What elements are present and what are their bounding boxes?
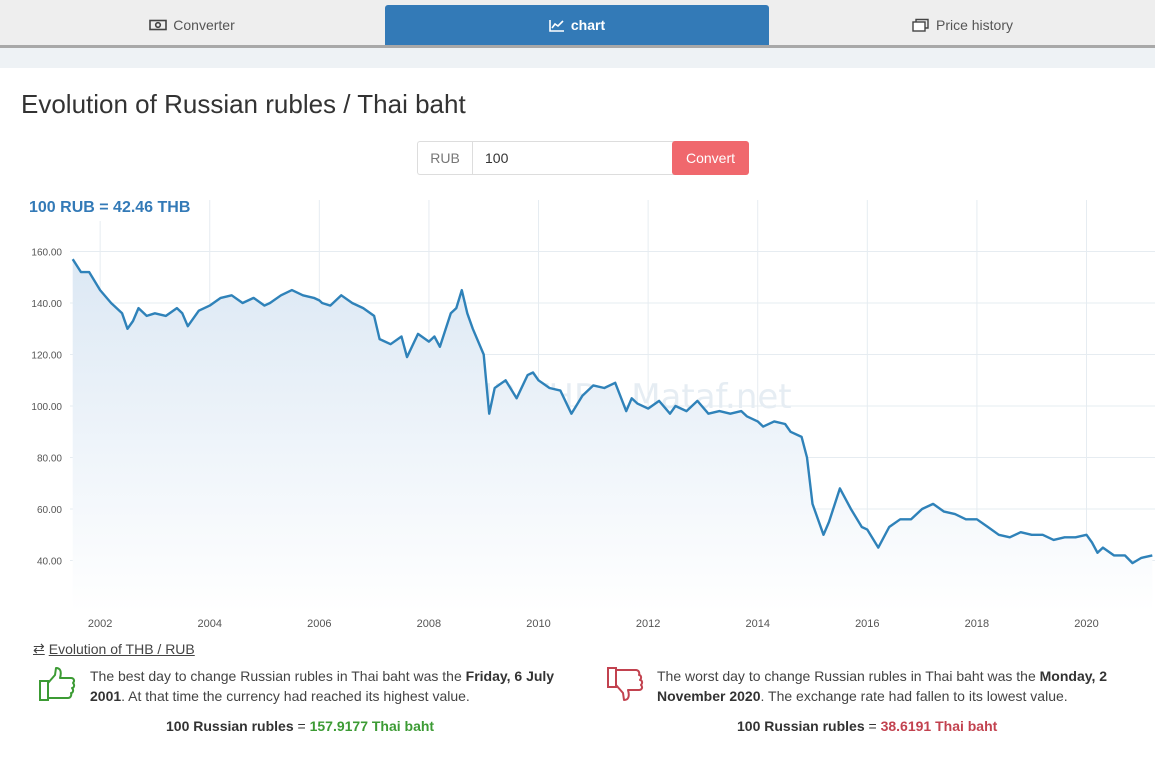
x-tick-label: 2010: [526, 618, 550, 630]
y-tick-label: 160.00: [31, 248, 62, 259]
exchange-rate-chart: RUB/THB - Mataf.net 40.0060.0080.00100.0…: [31, 200, 1155, 630]
y-axis-labels: 40.00 60.00 80.00 100.00 120.00 140.00 160.00: [31, 248, 62, 568]
x-tick-label: 2002: [88, 618, 112, 630]
y-tick-label: 60.00: [37, 505, 62, 516]
chart-series-line: [71, 258, 1153, 565]
thumbs-up-icon: [39, 667, 76, 701]
stacked-cards-icon: [912, 18, 929, 32]
banknote-icon: [149, 19, 168, 31]
y-tick-label: 120.00: [31, 351, 62, 362]
x-tick-label: 2018: [965, 618, 989, 630]
currency-code: RUB: [417, 141, 472, 175]
tab-bar: Converter chart Price history: [0, 0, 1155, 48]
worst-result-left: 100 Russian rubles: [737, 718, 865, 734]
header-strip: [0, 48, 1155, 68]
tab-converter-label: Converter: [173, 17, 235, 33]
x-tick-label: 2006: [307, 618, 331, 630]
x-tick-label: 2004: [197, 618, 221, 630]
chart-area-fill: [72, 259, 1153, 612]
best-day-result: 100 Russian rubles = 157.9177 Thai baht: [166, 718, 434, 734]
amount-input[interactable]: [472, 141, 678, 175]
worst-day-text: The worst day to change Russian rubles i…: [657, 666, 1127, 706]
convert-button[interactable]: Convert: [672, 141, 749, 175]
worst-day-result: 100 Russian rubles = 38.6191 Thai baht: [737, 718, 997, 734]
worst-day-date: Monday, 2 November 2020: [657, 668, 1108, 704]
y-tick-label: 100.00: [31, 402, 62, 413]
y-tick-label: 40.00: [37, 557, 62, 568]
best-result-left: 100 Russian rubles: [166, 718, 294, 734]
tab-price-history-label: Price history: [935, 17, 1014, 33]
best-day-prefix: The best day to change Russian rubles in…: [90, 668, 466, 684]
x-tick-label: 2012: [636, 618, 660, 630]
line-chart-icon: [549, 19, 564, 32]
best-day-text: The best day to change Russian rubles in…: [90, 666, 560, 706]
x-tick-label: 2020: [1074, 618, 1098, 630]
x-tick-label: 2016: [855, 618, 879, 630]
x-tick-label: 2008: [417, 618, 441, 630]
x-axis-labels: 2002 2004 2006 2008 2010 2012 2014 2016 2018 2020: [88, 618, 1099, 630]
worst-result-eq: =: [864, 718, 881, 734]
best-result-value: 157.9177 Thai baht: [309, 718, 435, 734]
y-tick-label: 80.00: [37, 454, 62, 465]
tab-chart[interactable]: chart: [385, 5, 769, 45]
tab-chart-label: chart: [570, 17, 606, 33]
rate-label: 100 RUB = 42.46 THB: [18, 195, 198, 221]
x-tick-label: 2014: [745, 618, 769, 630]
worst-day-prefix: The worst day to change Russian rubles i…: [657, 668, 1040, 684]
reverse-pair-link-label: Evolution of THB / RUB: [48, 640, 195, 657]
best-day-suffix: . At that time the currency had reached …: [121, 688, 470, 704]
worst-day-suffix: . The exchange rate had fallen to its lo…: [760, 688, 1068, 704]
best-result-eq: =: [293, 718, 310, 734]
thumbs-down-icon: [607, 667, 644, 701]
tab-converter[interactable]: Converter: [0, 5, 384, 45]
tab-price-history[interactable]: Price history: [770, 5, 1155, 45]
page-title: Evolution of Russian rubles / Thai baht: [21, 89, 466, 119]
worst-result-value: 38.6191 Thai baht: [880, 718, 998, 734]
converter-form: RUB: [417, 141, 678, 175]
swap-arrows-icon: ⇄: [33, 640, 45, 656]
reverse-pair-link[interactable]: ⇄ Evolution of THB / RUB: [33, 640, 195, 657]
y-tick-label: 140.00: [31, 299, 62, 310]
best-day-date: Friday, 6 July 2001: [90, 668, 555, 704]
